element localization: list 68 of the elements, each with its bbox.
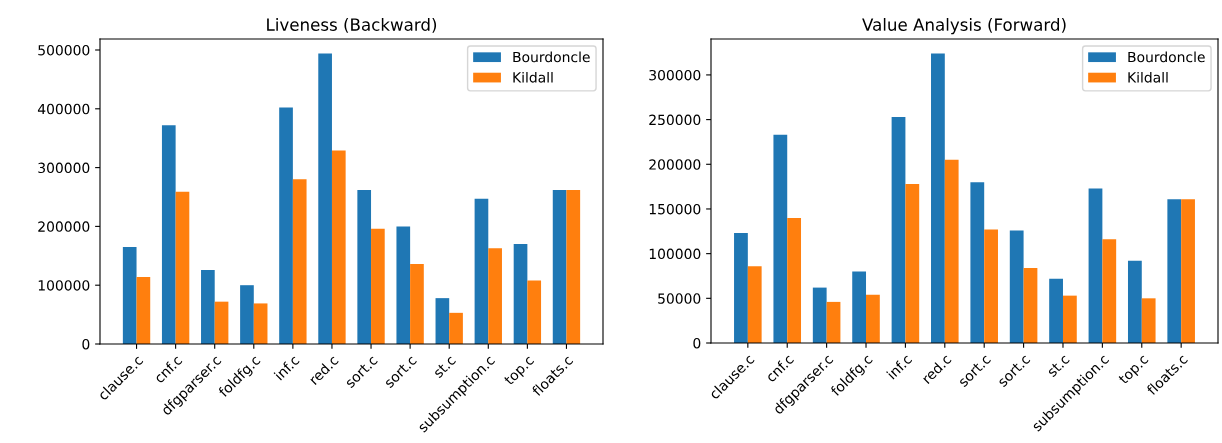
legend-label: Bourdoncle bbox=[513, 51, 590, 63]
bar bbox=[474, 198, 489, 344]
bar bbox=[136, 276, 151, 344]
y-tick-label: 0 bbox=[82, 338, 90, 350]
bar bbox=[175, 191, 190, 344]
bar bbox=[1127, 260, 1142, 343]
bar bbox=[1102, 239, 1117, 343]
y-tick-label: 400000 bbox=[37, 103, 90, 115]
bar bbox=[552, 189, 567, 344]
x-tick-label: inf.c bbox=[273, 354, 300, 381]
bar bbox=[970, 182, 985, 343]
bar bbox=[1023, 267, 1038, 343]
bar bbox=[1049, 278, 1063, 343]
legend-label: Kildall bbox=[513, 71, 553, 83]
y-tick-label: 300000 bbox=[38, 162, 90, 174]
bar bbox=[734, 233, 748, 343]
bar bbox=[161, 125, 176, 344]
chart-title: Value Analysis (Forward) bbox=[862, 18, 1066, 35]
bar bbox=[318, 53, 332, 344]
bar bbox=[773, 134, 788, 343]
bar bbox=[852, 271, 867, 343]
bar bbox=[905, 183, 920, 343]
bar bbox=[1062, 295, 1077, 343]
bar bbox=[891, 116, 906, 343]
bar bbox=[1088, 188, 1103, 343]
bar bbox=[410, 264, 424, 344]
bar bbox=[449, 312, 463, 344]
y-tick-label: 100000 bbox=[38, 280, 90, 291]
bar bbox=[357, 189, 372, 344]
bar bbox=[292, 179, 307, 344]
y-tick-label: 150000 bbox=[649, 203, 701, 215]
bar bbox=[984, 229, 998, 343]
bar bbox=[279, 107, 293, 344]
y-tick-label: 300000 bbox=[649, 69, 701, 81]
y-tick-label: 200000 bbox=[38, 221, 90, 232]
bar bbox=[201, 269, 215, 344]
bar bbox=[787, 217, 802, 343]
bar bbox=[331, 150, 346, 344]
bar bbox=[1181, 199, 1195, 343]
y-tick-label: 200000 bbox=[649, 159, 701, 170]
bar bbox=[240, 285, 254, 344]
y-tick-label: 0 bbox=[693, 337, 701, 349]
bar bbox=[1167, 199, 1182, 343]
bar bbox=[527, 280, 542, 344]
y-tick-label: 50000 bbox=[658, 293, 701, 304]
y-tick-label: 100000 bbox=[649, 248, 701, 260]
bar bbox=[1141, 298, 1156, 343]
bar bbox=[488, 248, 502, 344]
y-tick-label: 250000 bbox=[649, 114, 701, 126]
bar bbox=[396, 226, 411, 344]
bar bbox=[1009, 230, 1024, 343]
bar bbox=[747, 266, 762, 343]
bar bbox=[253, 303, 268, 344]
bar bbox=[866, 294, 880, 343]
bar bbox=[931, 53, 945, 343]
bar bbox=[371, 228, 385, 344]
bar bbox=[513, 244, 528, 344]
legend-label: Bourdoncle bbox=[1128, 51, 1205, 63]
bar bbox=[122, 246, 137, 344]
bar bbox=[812, 287, 827, 343]
bar bbox=[214, 301, 229, 344]
bar bbox=[435, 298, 450, 344]
bar bbox=[944, 159, 959, 343]
bar bbox=[826, 301, 841, 343]
legend-label: Kildall bbox=[1128, 71, 1168, 83]
chart-title: Liveness (Backward) bbox=[267, 18, 437, 33]
y-tick-label: 500000 bbox=[38, 44, 90, 56]
bar bbox=[566, 189, 581, 344]
